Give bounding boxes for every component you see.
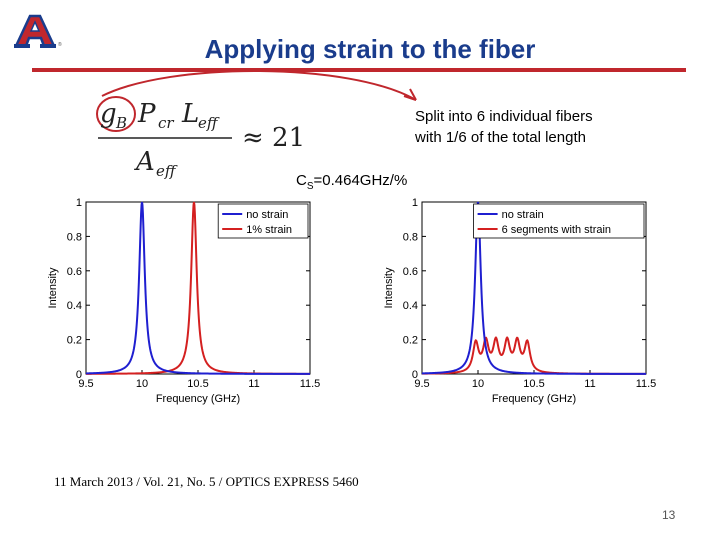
x-tick-label: 9.5	[78, 378, 93, 390]
x-axis-label: Frequency (GHz)	[492, 393, 576, 405]
x-tick-label: 11.5	[300, 378, 321, 390]
legend-label: no strain	[502, 209, 544, 221]
y-axis-label: Intensity	[47, 267, 59, 308]
formula-rhs: ≈ 21	[242, 123, 305, 153]
legend-label: 6 segments with strain	[502, 224, 611, 236]
svg-text:L: L	[181, 99, 199, 129]
note-line-1: Split into 6 individual fibers	[415, 108, 593, 125]
legend-box	[473, 203, 645, 239]
svg-text:eff: eff	[198, 114, 220, 132]
y-tick-label: 1	[76, 197, 82, 209]
citation: 11 March 2013 / Vol. 21, No. 5 / OPTICS …	[54, 474, 359, 489]
svg-text:eff: eff	[156, 162, 178, 180]
x-tick-label: 11	[584, 378, 595, 390]
y-tick-label: 0.6	[403, 266, 418, 278]
x-axis-label: Frequency (GHz)	[156, 393, 240, 405]
y-tick-label: 0	[412, 369, 418, 381]
cs-label: CS=0.464GHz/%	[296, 172, 407, 192]
cs-label-sub: S	[306, 181, 314, 192]
series-line-1	[421, 201, 646, 375]
x-tick-label: 10.5	[523, 378, 544, 390]
svg-text:B: B	[115, 114, 127, 132]
note-line-2: with 1/6 of the total length	[415, 129, 586, 146]
gb-highlight-circle	[96, 96, 136, 132]
cs-label-value: =0.464GHz/%	[313, 172, 408, 189]
legend-label: 1% strain	[246, 224, 292, 236]
svg-text:cr: cr	[158, 114, 174, 132]
x-tick-label: 11.5	[636, 378, 657, 390]
x-tick-label: 10.5	[187, 378, 208, 390]
chart-strain-comparison: 0 0.2 0.4 0.6 0.8 1 9.5 10 10.5 11 11.5 Frequency (…	[47, 197, 321, 405]
slide-title: Applying strain to the fiber	[204, 34, 536, 64]
y-tick-label: 0.4	[67, 300, 82, 312]
svg-text:A: A	[134, 147, 155, 177]
x-tick-label: 11	[248, 378, 259, 390]
legend-box	[217, 203, 309, 239]
y-tick-label: 0.2	[67, 335, 82, 347]
svg-text:g: g	[100, 99, 117, 129]
title-underline	[32, 68, 686, 72]
y-tick-label: 0.4	[403, 300, 418, 312]
y-tick-label: 0.2	[403, 335, 418, 347]
cs-label-main: C	[296, 172, 307, 189]
x-tick-label: 10	[472, 378, 484, 390]
curved-arrow-icon	[101, 69, 417, 101]
page-number: 13	[662, 508, 676, 522]
university-logo: ®	[12, 14, 62, 48]
chart-segment-comparison: 0 0.2 0.4 0.6 0.8 1 9.5 10 10.5 11 11.5 Frequency (…	[383, 197, 657, 405]
y-tick-label: 0	[76, 369, 82, 381]
y-tick-label: 0.8	[67, 231, 82, 243]
svg-text:P: P	[137, 99, 156, 129]
svg-text:®: ®	[58, 41, 62, 48]
y-axis-label: Intensity	[383, 267, 395, 308]
x-tick-label: 10	[136, 378, 148, 390]
y-tick-label: 0.8	[403, 231, 418, 243]
series-line-1	[85, 201, 310, 375]
y-tick-label: 0.6	[67, 266, 82, 278]
legend-label: no strain	[246, 209, 288, 221]
x-tick-label: 9.5	[414, 378, 429, 390]
y-tick-label: 1	[412, 197, 418, 209]
annotation-note: Split into 6 individual fibers with 1/6 …	[415, 106, 593, 148]
formula: g B P cr L eff A eff ≈ 21	[96, 96, 305, 180]
